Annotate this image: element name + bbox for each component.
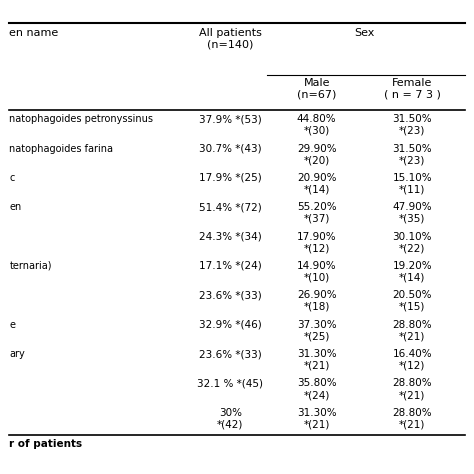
Text: 28.80%
*(21): 28.80% *(21) xyxy=(392,320,432,341)
Text: 17.1% *(24): 17.1% *(24) xyxy=(199,261,262,271)
Text: 55.20%
*(37): 55.20% *(37) xyxy=(297,202,337,224)
Text: 31.30%
*(21): 31.30% *(21) xyxy=(297,408,337,429)
Text: 30%
*(42): 30% *(42) xyxy=(217,408,243,429)
Text: 17.90%
*(12): 17.90% *(12) xyxy=(297,232,337,253)
Text: r of patients: r of patients xyxy=(9,439,82,449)
Text: 32.1 % *(45): 32.1 % *(45) xyxy=(197,378,263,389)
Text: 20.50%
*(15): 20.50% *(15) xyxy=(392,291,432,312)
Text: 29.90%
*(20): 29.90% *(20) xyxy=(297,144,337,165)
Text: 19.20%
*(14): 19.20% *(14) xyxy=(392,261,432,283)
Text: 32.9% *(46): 32.9% *(46) xyxy=(199,320,262,330)
Text: 28.80%
*(21): 28.80% *(21) xyxy=(392,378,432,400)
Text: 30.7% *(43): 30.7% *(43) xyxy=(199,144,262,154)
Text: 26.90%
*(18): 26.90% *(18) xyxy=(297,291,337,312)
Text: 35.80%
*(24): 35.80% *(24) xyxy=(297,378,337,400)
Text: 20.90%
*(14): 20.90% *(14) xyxy=(297,173,337,194)
Text: 31.30%
*(21): 31.30% *(21) xyxy=(297,349,337,371)
Text: Male
(n=67): Male (n=67) xyxy=(297,78,337,100)
Text: en: en xyxy=(9,202,22,212)
Text: e: e xyxy=(9,320,16,330)
Text: 23.6% *(33): 23.6% *(33) xyxy=(199,349,262,359)
Text: 51.4% *(72): 51.4% *(72) xyxy=(199,202,262,212)
Text: 14.90%
*(10): 14.90% *(10) xyxy=(297,261,337,283)
Text: 31.50%
*(23): 31.50% *(23) xyxy=(392,114,432,136)
Text: 16.40%
*(12): 16.40% *(12) xyxy=(392,349,432,371)
Text: All patients
(n=140): All patients (n=140) xyxy=(199,27,262,49)
Text: 37.30%
*(25): 37.30% *(25) xyxy=(297,320,337,341)
Text: 30.10%
*(22): 30.10% *(22) xyxy=(392,232,432,253)
Text: 37.9% *(53): 37.9% *(53) xyxy=(199,114,262,124)
Text: Female
( n = 7 3 ): Female ( n = 7 3 ) xyxy=(384,78,441,100)
Text: Sex: Sex xyxy=(354,27,374,37)
Text: 44.80%
*(30): 44.80% *(30) xyxy=(297,114,337,136)
Text: 24.3% *(34): 24.3% *(34) xyxy=(199,232,262,242)
Text: en name: en name xyxy=(9,27,59,37)
Text: 28.80%
*(21): 28.80% *(21) xyxy=(392,408,432,429)
Text: natophagoides petronyssinus: natophagoides petronyssinus xyxy=(9,114,154,124)
Text: natophagoides farina: natophagoides farina xyxy=(9,144,113,154)
Text: 47.90%
*(35): 47.90% *(35) xyxy=(392,202,432,224)
Text: 17.9% *(25): 17.9% *(25) xyxy=(199,173,262,183)
Text: ternaria): ternaria) xyxy=(9,261,52,271)
Text: 23.6% *(33): 23.6% *(33) xyxy=(199,291,262,301)
Text: 15.10%
*(11): 15.10% *(11) xyxy=(392,173,432,194)
Text: 31.50%
*(23): 31.50% *(23) xyxy=(392,144,432,165)
Text: ary: ary xyxy=(9,349,25,359)
Text: c: c xyxy=(9,173,15,183)
